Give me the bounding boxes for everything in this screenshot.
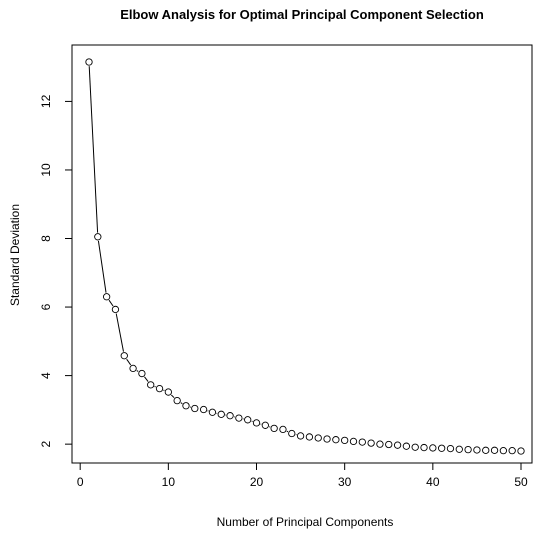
data-point	[499, 447, 508, 455]
data-point	[138, 369, 146, 378]
series-segment	[108, 299, 114, 307]
x-tick-label: 30	[338, 475, 352, 489]
data-point	[438, 444, 446, 452]
y-tick-label: 2	[39, 440, 53, 447]
data-point	[455, 445, 463, 453]
series-segment	[144, 376, 149, 382]
x-axis: 0 10 20 30 40 50	[77, 462, 528, 489]
data-point	[517, 447, 525, 455]
data-point	[111, 305, 120, 314]
data-point	[191, 404, 199, 413]
data-point	[270, 424, 278, 433]
series-segment	[126, 358, 132, 366]
data-point	[217, 410, 225, 418]
y-tick-label: 12	[39, 94, 53, 108]
data-point	[482, 446, 490, 454]
data-point	[323, 435, 331, 443]
data-point	[199, 405, 208, 414]
data-point	[182, 402, 190, 410]
y-tick-label: 4	[39, 372, 53, 379]
data-point	[94, 233, 102, 241]
data-point	[341, 436, 349, 445]
data-point	[244, 416, 252, 424]
x-tick-label: 50	[514, 475, 528, 489]
series-segment	[88, 66, 99, 233]
data-point	[464, 445, 472, 454]
data-point	[367, 439, 375, 447]
data-point	[155, 384, 164, 393]
data-point	[473, 446, 481, 454]
y-tick-label: 10	[39, 163, 53, 177]
x-tick-label: 0	[77, 475, 84, 489]
data-point	[490, 446, 499, 454]
series-line	[88, 66, 297, 436]
y-tick-label: 8	[39, 235, 53, 242]
x-tick-label: 40	[426, 475, 440, 489]
y-axis: 2 4 6 8 10 12	[39, 94, 73, 447]
series-segment	[286, 430, 289, 433]
data-point	[296, 432, 305, 440]
series-segment	[97, 240, 107, 293]
y-tick-label: 6	[39, 303, 53, 310]
x-tick-label: 20	[250, 475, 264, 489]
series-segment	[180, 402, 183, 405]
data-point	[279, 425, 287, 434]
series-points	[85, 58, 525, 455]
data-point	[147, 381, 155, 389]
data-point	[446, 444, 455, 453]
data-point	[429, 444, 437, 452]
data-point	[120, 352, 128, 360]
data-point	[85, 58, 93, 66]
data-point	[332, 436, 340, 444]
data-point	[129, 364, 137, 373]
data-point	[164, 388, 172, 396]
x-tick-label: 10	[162, 475, 176, 489]
series-segment	[115, 313, 124, 352]
x-axis-label: Number of Principal Components	[217, 515, 394, 529]
series-segment	[171, 394, 175, 399]
data-point	[288, 429, 296, 438]
data-point	[349, 437, 358, 446]
y-axis-label: Standard Deviation	[8, 204, 22, 306]
data-point	[411, 443, 419, 451]
data-point	[305, 433, 314, 441]
series-segment	[136, 370, 139, 372]
data-point	[226, 412, 234, 420]
data-point	[252, 419, 261, 427]
plot-frame	[71, 44, 533, 464]
chart-title: Elbow Analysis for Optimal Principal Com…	[120, 7, 484, 22]
data-point	[261, 421, 269, 429]
data-point	[393, 441, 402, 449]
data-point	[508, 447, 516, 455]
data-point	[358, 438, 366, 446]
data-point	[376, 440, 384, 448]
data-point	[173, 396, 181, 405]
data-point	[402, 442, 411, 450]
data-point	[208, 408, 217, 416]
data-point	[235, 414, 243, 422]
data-point	[102, 293, 111, 301]
data-point	[420, 443, 428, 452]
data-point	[385, 440, 393, 449]
data-point	[314, 434, 322, 442]
